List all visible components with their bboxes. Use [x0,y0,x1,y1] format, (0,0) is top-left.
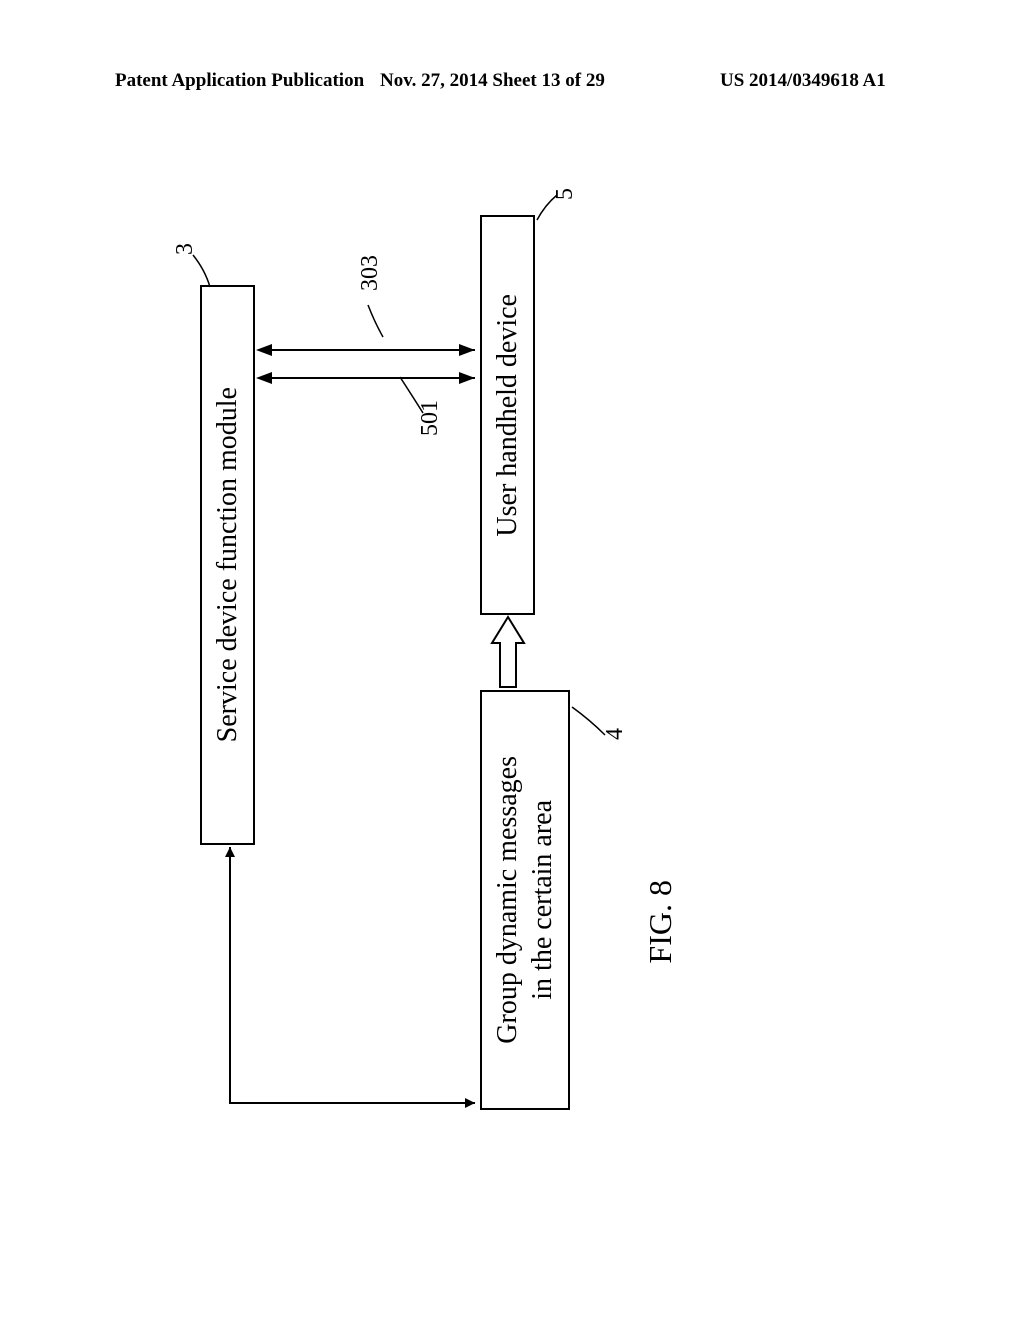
header-left: Patent Application Publication [115,70,364,92]
leader-4 [570,705,610,740]
box-service-module: Service device function module [200,285,255,845]
connector-L [225,845,485,1115]
leader-5 [535,195,565,225]
group-messages-line2: in the certain area [527,800,558,1000]
figure-label-text: FIG. 8 [640,880,680,964]
figure-diagram: Service device function module User hand… [190,190,830,1090]
box-group-messages: Group dynamic messages in the certain ar… [480,690,570,1110]
ref-303: 303 [355,255,385,298]
group-messages-line1: Group dynamic messages [492,756,523,1044]
box-group-messages-label: Group dynamic messages in the certain ar… [490,756,560,1044]
leader-303 [365,305,390,340]
box-user-device-label: User handheld device [490,294,525,537]
header-center: Nov. 27, 2014 Sheet 13 of 29 [380,70,605,92]
leader-3 [185,255,215,290]
arrow-303 [255,340,480,360]
ref-303-text: 303 [355,255,385,291]
box-user-device: User handheld device [480,215,535,615]
ref-3-text: 3 [170,243,200,255]
arrow-501 [255,368,480,388]
box-service-module-label: Service device function module [210,387,245,742]
header-right: US 2014/0349618 A1 [720,70,886,92]
arrow-big-up [486,615,531,690]
figure-label: FIG. 8 [640,880,680,972]
